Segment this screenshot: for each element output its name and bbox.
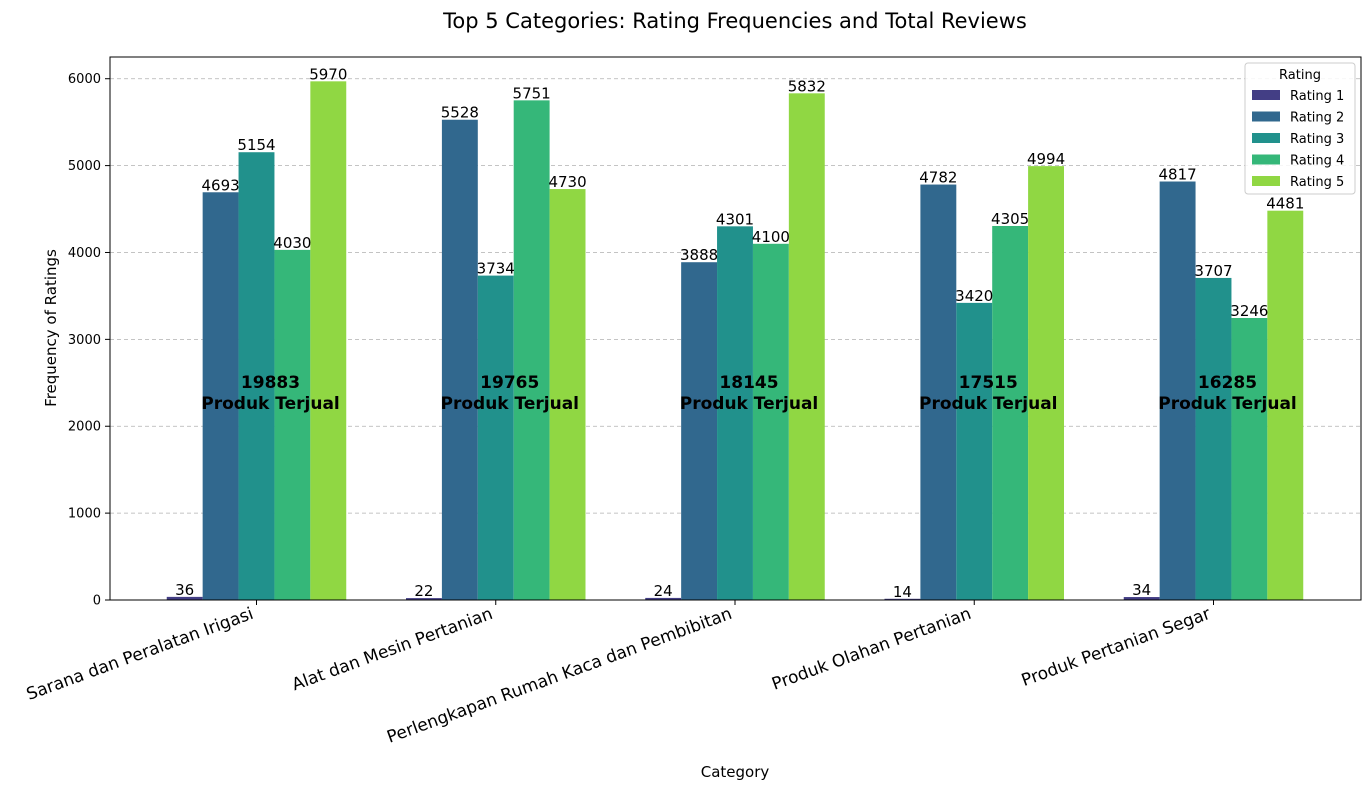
bar-value-label: 3707	[1194, 262, 1232, 280]
bar	[310, 81, 347, 600]
y-tick-label: 6000	[68, 72, 101, 87]
bar	[992, 225, 1029, 600]
legend-swatch	[1252, 133, 1280, 143]
legend-entry-label: Rating 5	[1290, 175, 1344, 190]
legend-swatch	[1252, 154, 1280, 165]
y-tick-label: 2000	[68, 420, 101, 435]
bar-value-label: 4100	[752, 228, 790, 246]
bar	[1123, 597, 1160, 600]
bar-value-label: 5751	[513, 84, 551, 102]
total-count-label: 19883	[241, 373, 300, 393]
total-suffix-label: Produk Terjual	[919, 394, 1058, 414]
bar-value-label: 4301	[716, 210, 754, 228]
plot-frame	[109, 56, 1362, 601]
legend-title: Rating	[1279, 68, 1321, 83]
bar	[238, 152, 275, 601]
bar-value-label: 4782	[919, 169, 957, 187]
bar	[441, 119, 478, 601]
chart-title: Top 5 Categories: Rating Frequencies and…	[442, 9, 1027, 33]
legend-entry-label: Rating 3	[1290, 132, 1344, 147]
bar-value-label: 4305	[991, 210, 1029, 228]
bar-value-label: 5832	[788, 77, 826, 95]
bar	[1267, 210, 1304, 600]
y-tick-label: 5000	[68, 159, 101, 174]
bar-value-label: 24	[654, 582, 673, 600]
bar-value-label: 4730	[548, 173, 586, 191]
total-suffix-label: Produk Terjual	[1158, 394, 1297, 414]
bar-value-label: 5528	[441, 104, 479, 122]
bar-value-label: 3734	[477, 260, 515, 278]
total-count-label: 16285	[1198, 373, 1257, 393]
bar-value-label: 5154	[237, 136, 275, 154]
bar	[1231, 317, 1268, 600]
y-tick-label: 1000	[68, 507, 101, 522]
total-count-label: 18145	[719, 373, 778, 393]
bar-value-label: 36	[175, 581, 194, 599]
legend-swatch	[1252, 90, 1280, 100]
total-suffix-label: Produk Terjual	[201, 394, 340, 414]
legend-entry-label: Rating 2	[1290, 111, 1344, 126]
bar	[1028, 166, 1064, 600]
bar	[477, 275, 514, 600]
total-count-label: 19765	[480, 373, 539, 393]
bar	[274, 249, 311, 600]
bar-value-label: 3888	[680, 246, 718, 264]
bar-value-label: 3420	[955, 287, 993, 305]
bars	[166, 81, 1304, 601]
bar-value-label: 4817	[1159, 165, 1197, 183]
bar	[752, 243, 789, 601]
y-tick-label: 0	[93, 594, 101, 609]
bar	[513, 100, 550, 600]
legend-entry-label: Rating 1	[1290, 89, 1344, 104]
bar	[1159, 181, 1196, 601]
x-axis-title: Category	[701, 763, 770, 781]
legend: Rating Rating 1 Rating 2 Rating 3 Rating 4 Ra…	[1244, 62, 1356, 195]
bar	[920, 184, 957, 600]
bar	[717, 226, 753, 601]
legend-entry-label: Rating 4	[1290, 154, 1344, 169]
y-tick-label: 4000	[68, 246, 101, 261]
total-suffix-label: Produk Terjual	[441, 394, 580, 414]
bar-value-label: 14	[893, 583, 912, 601]
y-tick-label: 3000	[68, 333, 101, 348]
bar	[549, 189, 586, 600]
y-axis-title: Frequency of Ratings	[42, 249, 60, 407]
bar-value-label: 4994	[1027, 150, 1065, 168]
bar-value-label: 4481	[1266, 195, 1304, 213]
bar	[956, 302, 993, 600]
bar-value-label: 34	[1132, 581, 1151, 599]
bar	[645, 597, 682, 600]
legend-swatch	[1252, 111, 1280, 122]
bar-value-label: 4693	[202, 176, 240, 194]
total-suffix-label: Produk Terjual	[680, 394, 819, 414]
bar-value-label: 22	[414, 582, 433, 600]
bar-value-label: 4030	[273, 234, 311, 252]
total-count-label: 17515	[959, 373, 1018, 393]
bar	[166, 596, 203, 600]
legend-swatch	[1252, 176, 1280, 186]
bar-value-label: 5970	[309, 65, 347, 83]
bar	[788, 93, 825, 600]
bar	[681, 262, 718, 600]
bar	[884, 598, 921, 600]
bar-value-label: 3246	[1230, 302, 1268, 320]
bar	[202, 192, 239, 600]
bar	[1195, 277, 1232, 600]
bar	[406, 598, 442, 600]
